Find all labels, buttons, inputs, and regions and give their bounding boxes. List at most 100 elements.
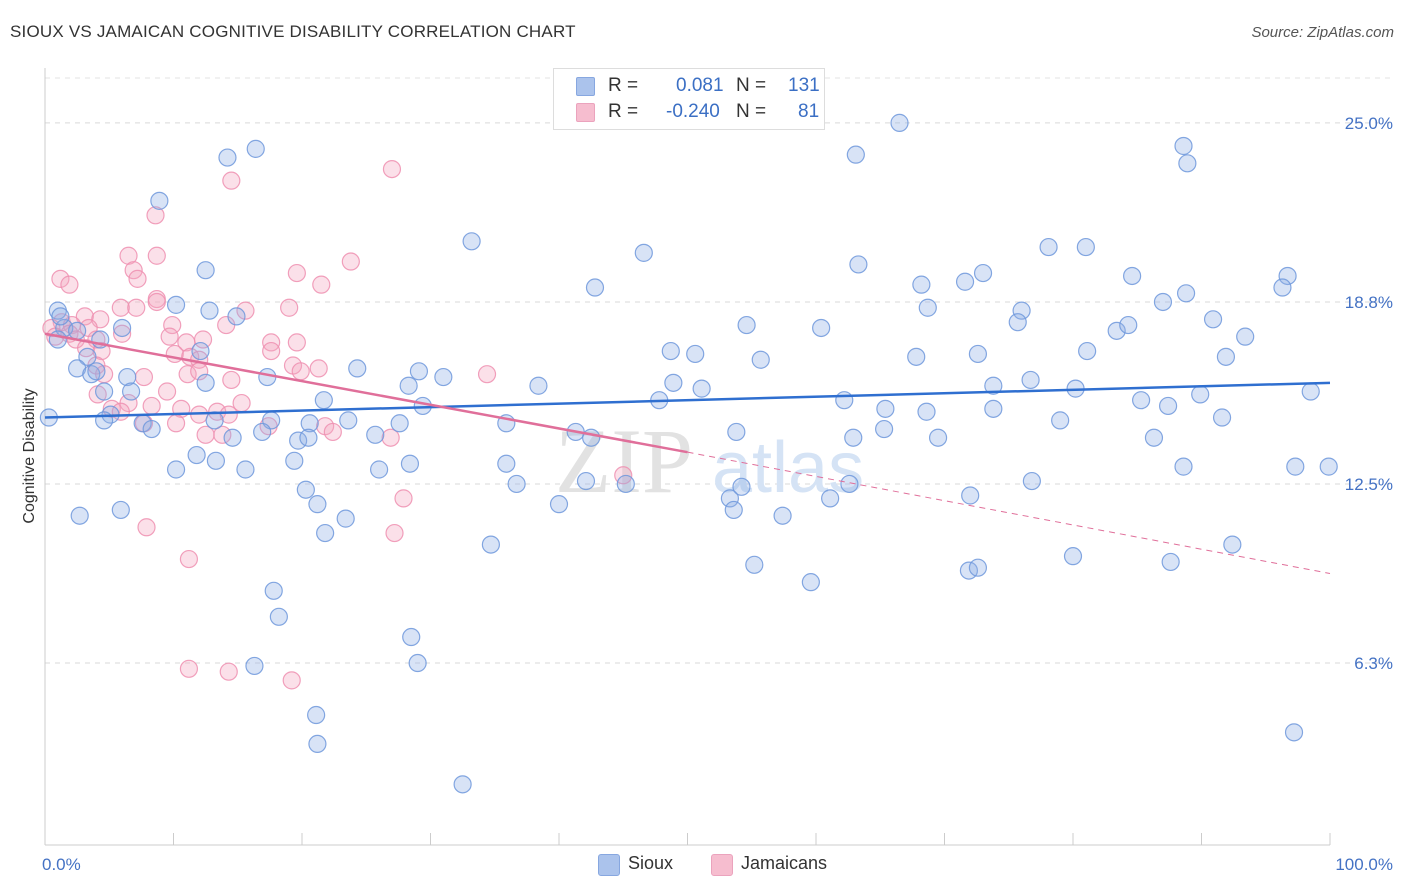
jamaicans-point: [60, 275, 79, 294]
n-value: 81: [798, 101, 820, 122]
x-tick-label: 0.0%: [42, 855, 81, 874]
sioux-point: [314, 391, 333, 410]
sioux-point: [907, 347, 926, 366]
jamaicans-legend-swatch: [711, 854, 733, 876]
n-label: N =: [736, 101, 767, 122]
sioux-point: [737, 315, 756, 335]
sioux-point: [48, 330, 67, 349]
sioux-point: [399, 376, 418, 395]
jamaicans-point: [236, 301, 255, 320]
y-tick-label: 6.3%: [1354, 654, 1393, 673]
sioux-point: [812, 318, 831, 338]
sioux-point: [68, 321, 87, 340]
jamaicans-point: [137, 518, 156, 537]
sioux-point: [87, 362, 106, 381]
sioux-point: [720, 489, 740, 508]
jamaicans-point: [160, 327, 179, 346]
y-tick-label: 25.0%: [1345, 114, 1393, 133]
r-value: 0.081: [676, 75, 724, 96]
sioux-point: [801, 573, 820, 592]
r-label: R =: [608, 101, 639, 122]
sioux-point: [984, 399, 1003, 418]
axes: [44, 68, 1331, 846]
sioux-point: [634, 243, 653, 262]
sioux-point: [1107, 321, 1126, 340]
jamaicans-point: [219, 662, 238, 681]
jamaicans-point: [124, 261, 143, 280]
jamaicans-point: [112, 324, 132, 343]
sioux-point: [299, 428, 318, 447]
sioux-point: [751, 350, 770, 369]
watermark-zip: ZIP: [555, 410, 693, 512]
stats-legend: R = 0.081 N = 131 R = -0.240 N = 81: [553, 68, 825, 130]
sioux-point: [196, 373, 215, 392]
jamaicans-point: [146, 206, 165, 225]
sioux-point: [576, 471, 596, 491]
sioux-point: [1051, 411, 1070, 430]
sioux-point: [82, 365, 101, 384]
sioux-point: [968, 558, 988, 577]
sioux-point: [289, 431, 308, 450]
sioux-point: [1123, 266, 1142, 286]
jamaicans-point: [222, 171, 241, 190]
jamaicans-point: [163, 315, 182, 335]
sioux-point: [582, 428, 601, 447]
sioux-point: [118, 367, 137, 387]
sioux-swatch: [576, 77, 595, 96]
sioux-point: [727, 422, 746, 442]
sioux-point: [732, 477, 751, 496]
sioux-point: [370, 460, 389, 479]
sioux-point: [1284, 723, 1304, 742]
sioux-point: [1203, 310, 1223, 329]
sioux-point: [1063, 547, 1083, 566]
sioux-point: [366, 425, 385, 444]
sioux-point: [339, 411, 358, 430]
sioux-point: [285, 451, 304, 470]
sioux-point: [724, 500, 743, 520]
sioux-point: [166, 460, 186, 479]
jamaicans-point: [282, 671, 301, 690]
jamaicans-point: [262, 341, 281, 361]
sioux-point: [218, 148, 237, 167]
sioux-point: [111, 500, 130, 520]
jamaicans-point: [382, 159, 402, 179]
sioux-point: [1039, 237, 1058, 257]
sioux-point: [121, 382, 141, 401]
sioux-point: [1223, 535, 1242, 554]
sioux-point: [918, 298, 937, 317]
sioux-point: [308, 495, 327, 514]
sioux-point: [70, 506, 89, 525]
jamaicans-point: [280, 298, 299, 317]
sioux-point: [968, 344, 988, 364]
tick-labels: 6.3% 12.5% 18.8% 25.0% 0.0% 100.0%: [42, 114, 1393, 874]
sioux-point: [692, 379, 711, 398]
sioux-point: [434, 367, 453, 387]
y-tick-label: 18.8%: [1345, 293, 1393, 312]
sioux-point: [236, 460, 255, 479]
chart-title: SIOUX VS JAMAICAN COGNITIVE DISABILITY C…: [10, 22, 576, 41]
sioux-point: [1178, 154, 1197, 173]
sioux-point: [549, 495, 569, 514]
jamaicans-point: [179, 549, 199, 569]
sioux-point: [928, 428, 948, 447]
sioux-point: [1216, 347, 1236, 366]
jamaicans-point: [312, 275, 331, 294]
sioux-point: [686, 344, 705, 364]
sioux-point: [408, 653, 427, 673]
jamaicans-point: [147, 246, 166, 265]
sioux-point: [844, 428, 863, 447]
watermark: ZIP atlas: [555, 410, 864, 512]
y-tick-label: 12.5%: [1345, 475, 1393, 494]
jamaicans-point: [341, 252, 360, 271]
jamaicans-point: [119, 246, 138, 265]
jamaicans-point: [142, 396, 161, 416]
sioux-point: [205, 411, 224, 430]
sioux-point: [585, 278, 605, 297]
sioux-point: [529, 376, 548, 395]
sioux-point: [336, 509, 355, 528]
sioux-point: [1022, 471, 1041, 491]
jamaicans-point: [287, 263, 306, 283]
jamaicans-point: [75, 307, 94, 326]
sioux-point: [112, 318, 132, 338]
